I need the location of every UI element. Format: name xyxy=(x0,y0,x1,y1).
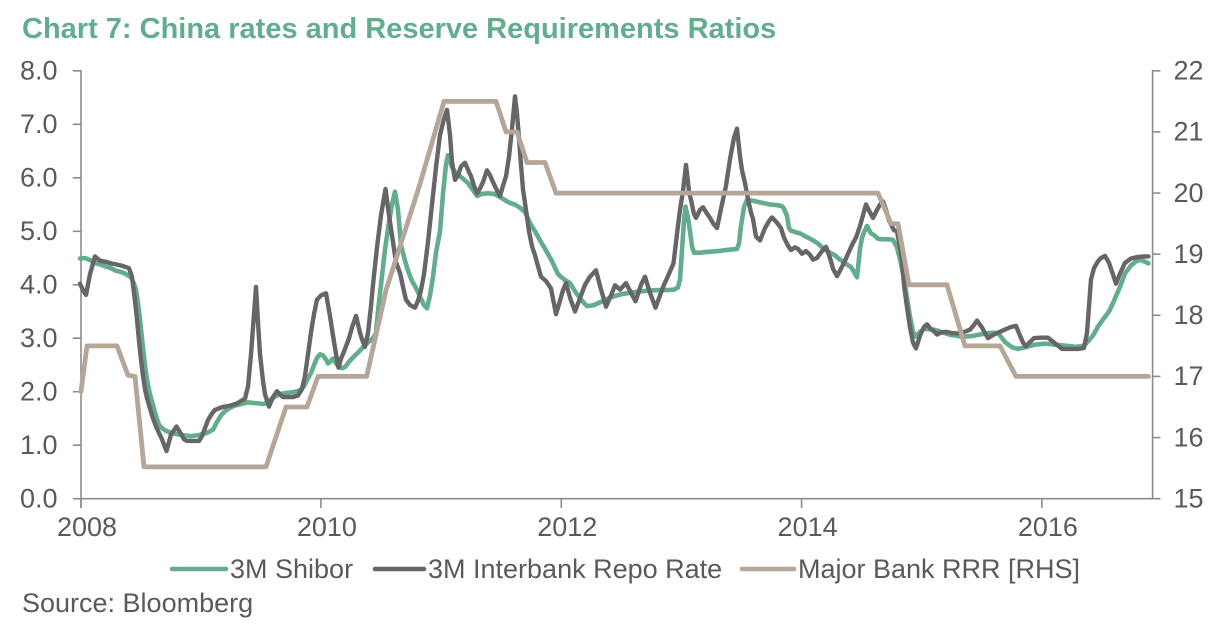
svg-text:2010: 2010 xyxy=(297,512,357,542)
svg-text:19: 19 xyxy=(1174,239,1204,269)
svg-text:21: 21 xyxy=(1174,117,1204,147)
svg-text:2.0: 2.0 xyxy=(20,377,58,407)
svg-text:2016: 2016 xyxy=(1018,512,1078,542)
svg-text:3.0: 3.0 xyxy=(20,323,58,353)
svg-text:6.0: 6.0 xyxy=(20,163,58,193)
svg-text:2014: 2014 xyxy=(778,512,838,542)
svg-text:Major Bank RRR [RHS]: Major Bank RRR [RHS] xyxy=(798,554,1080,584)
svg-text:17: 17 xyxy=(1174,361,1204,391)
svg-text:3M Interbank Repo Rate: 3M Interbank Repo Rate xyxy=(428,554,722,584)
svg-text:4.0: 4.0 xyxy=(20,270,58,300)
svg-text:2012: 2012 xyxy=(537,512,597,542)
svg-text:5.0: 5.0 xyxy=(20,216,58,246)
svg-text:1.0: 1.0 xyxy=(20,430,58,460)
svg-text:15: 15 xyxy=(1174,484,1204,514)
svg-text:Source: Bloomberg: Source: Bloomberg xyxy=(22,588,253,618)
svg-text:22: 22 xyxy=(1174,56,1204,86)
svg-text:0.0: 0.0 xyxy=(20,484,58,514)
svg-text:16: 16 xyxy=(1174,422,1204,452)
svg-text:3M Shibor: 3M Shibor xyxy=(230,554,353,584)
svg-text:20: 20 xyxy=(1174,178,1204,208)
svg-text:8.0: 8.0 xyxy=(20,56,58,86)
svg-text:18: 18 xyxy=(1174,300,1204,330)
svg-text:7.0: 7.0 xyxy=(20,109,58,139)
svg-text:Chart 7: China rates and Reser: Chart 7: China rates and Reserve Require… xyxy=(22,13,776,45)
svg-text:2008: 2008 xyxy=(57,512,117,542)
